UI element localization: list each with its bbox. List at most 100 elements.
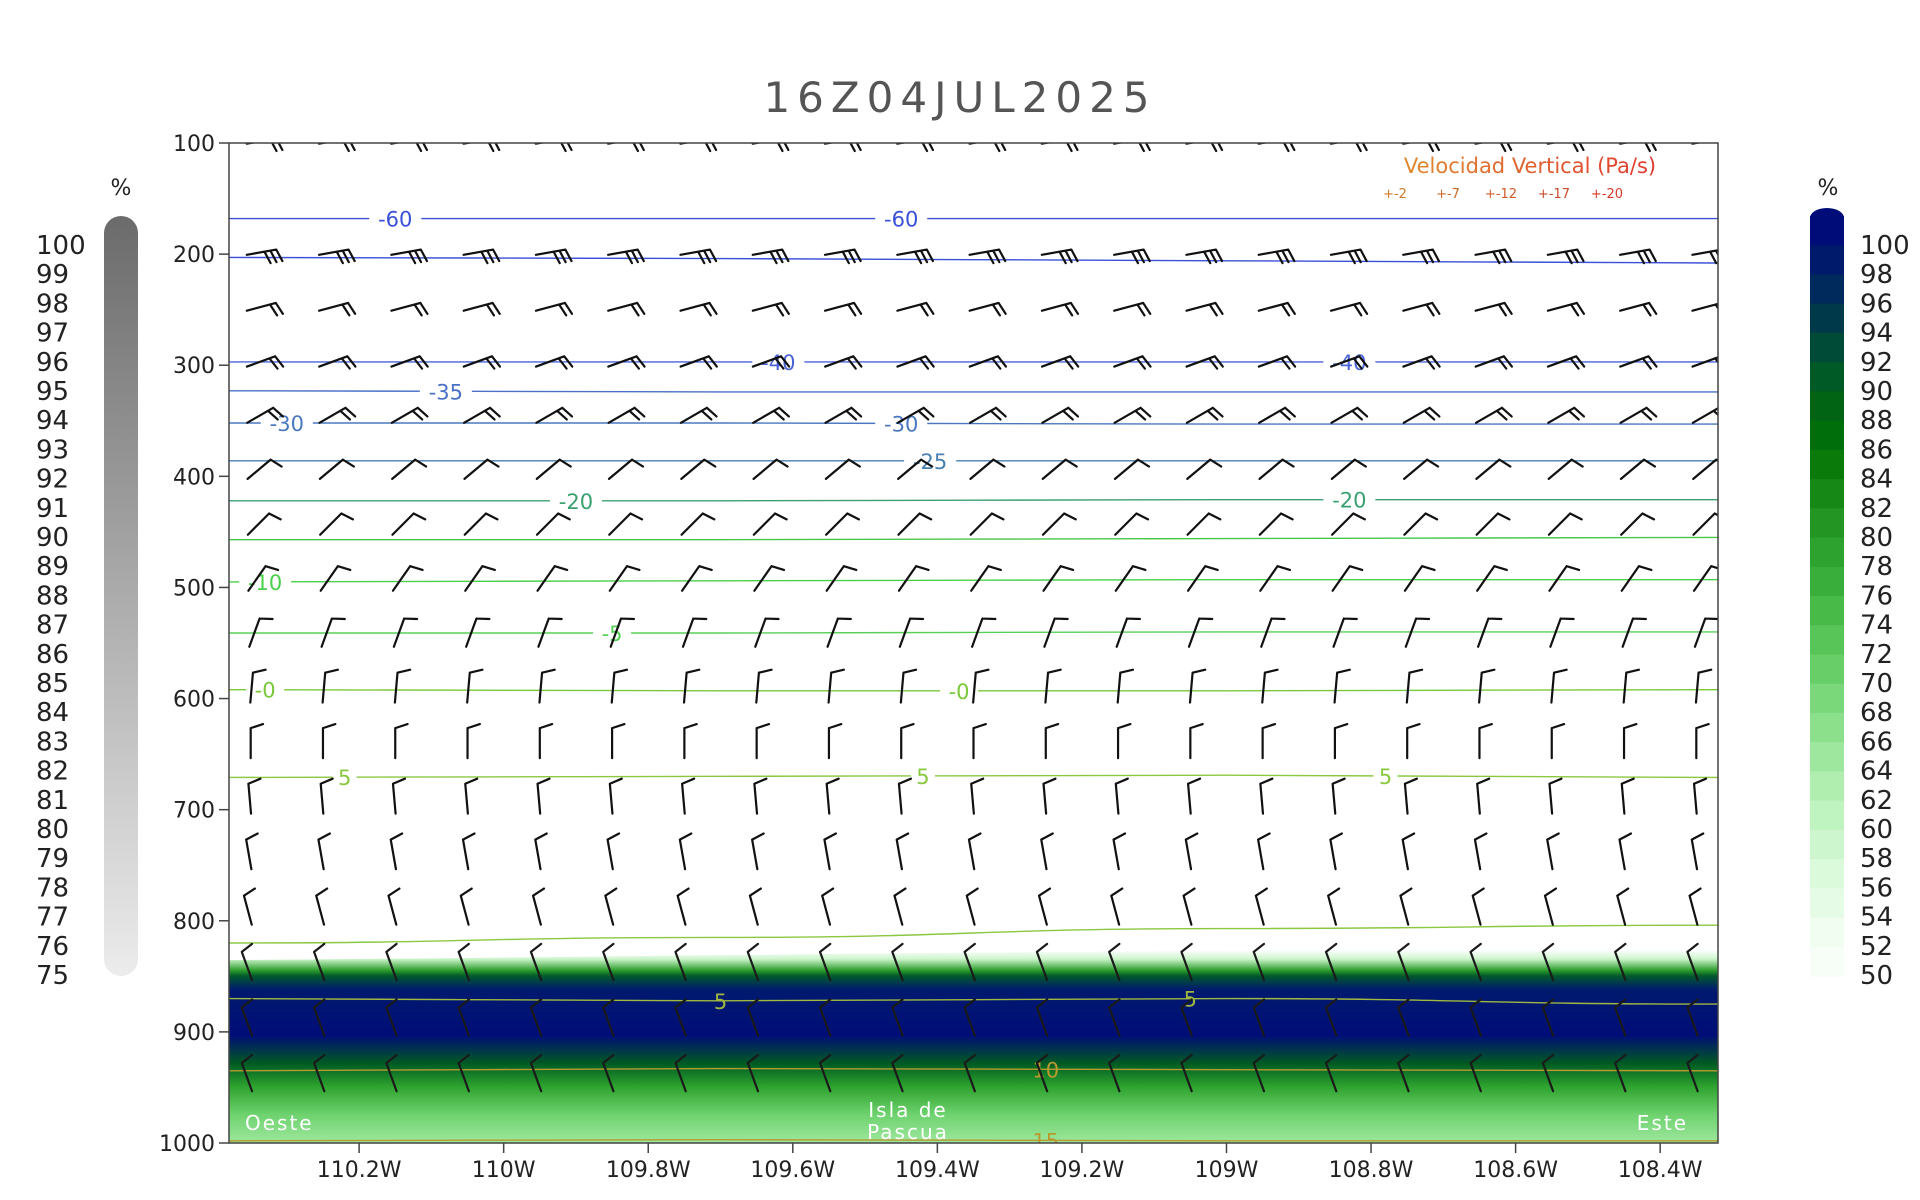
x-tick-label: 109.6W — [750, 1158, 835, 1183]
wind-barb — [824, 458, 861, 481]
y-tick-label: 300 — [173, 354, 215, 379]
wind-barb — [1474, 248, 1513, 265]
right-colorbar-band — [1810, 508, 1844, 539]
wind-barb — [1113, 301, 1152, 317]
left-colorbar-label: 84 — [36, 698, 69, 728]
wind-barb — [676, 887, 690, 926]
wind-barb — [602, 1053, 615, 1093]
wind-barb — [968, 355, 1008, 370]
wind-barb — [317, 248, 356, 265]
wind-barb — [1618, 832, 1633, 871]
wind-barb — [1333, 722, 1349, 760]
wind-barb — [1189, 722, 1204, 760]
wind-barb — [240, 1053, 254, 1093]
wind-barb — [1252, 998, 1266, 1037]
annotation-east: Este — [1637, 1111, 1688, 1135]
y-tick-label: 900 — [173, 1021, 215, 1046]
wind-barb — [457, 942, 470, 982]
wind-barb — [1622, 668, 1641, 704]
left-colorbar-label: 98 — [36, 289, 69, 319]
contour-label: 5 — [916, 765, 929, 789]
wind-barb — [317, 832, 332, 871]
wind-barb — [826, 617, 852, 648]
wind-barb — [971, 617, 997, 648]
temperature-contours: -60 -60-40 -40-35-30 -30-25-20 -20-10-5-0 -05… — [229, 206, 1718, 1153]
wind-barb — [537, 617, 563, 648]
wind-barb — [319, 512, 355, 536]
wind-barb — [1113, 248, 1151, 265]
wind-barb — [1405, 668, 1424, 704]
wind-barb — [1040, 248, 1079, 265]
right-colorbar-band — [1810, 479, 1844, 509]
wind-barb — [893, 887, 907, 926]
wind-barb — [1691, 249, 1718, 265]
wind-barb — [1184, 832, 1199, 871]
left-colorbar-label: 87 — [36, 611, 69, 641]
wind-barb — [1475, 458, 1512, 481]
wind-barb — [604, 887, 618, 926]
wind-barb — [1618, 143, 1657, 153]
wind-barb — [1620, 512, 1656, 536]
vertical-velocity-level: +-7 — [1436, 187, 1460, 202]
wind-barb — [1044, 668, 1062, 704]
y-tick-label: 200 — [173, 243, 215, 268]
wind-barb — [240, 942, 254, 982]
right-colorbar-band — [1810, 625, 1844, 656]
right-colorbar-label: 92 — [1860, 348, 1893, 378]
wind-barb — [318, 355, 357, 370]
contour-label-bg — [332, 765, 357, 790]
wind-barb — [1619, 301, 1658, 317]
wind-barb — [1330, 512, 1366, 536]
wind-barb — [1614, 998, 1627, 1037]
wind-barb — [1185, 406, 1224, 424]
wind-barb — [457, 1053, 470, 1093]
right-colorbar-label: 96 — [1860, 289, 1893, 319]
wind-barb — [463, 512, 499, 536]
wind-barb — [1474, 355, 1514, 370]
wind-barb — [1257, 143, 1296, 153]
wind-barb — [1401, 832, 1416, 871]
annotation-center-line1: Isla de — [868, 1098, 948, 1122]
x-tick-label: 108.4W — [1618, 1158, 1703, 1183]
wind-barb — [1402, 143, 1440, 153]
wind-barb — [1686, 1053, 1699, 1093]
right-colorbar-label: 98 — [1860, 260, 1893, 290]
right-colorbar-label: 90 — [1860, 377, 1893, 407]
left-colorbar-label: 97 — [36, 319, 69, 349]
wind-barb — [1691, 406, 1718, 424]
temperature-contour — [229, 536, 1718, 541]
wind-barb — [970, 777, 985, 815]
contour-label-bg — [260, 411, 313, 435]
wind-barb — [1546, 301, 1586, 317]
wind-barb — [972, 722, 987, 760]
wind-barb — [466, 722, 481, 760]
wind-barb — [824, 406, 863, 424]
right-colorbar-label: 52 — [1860, 932, 1893, 962]
right-colorbar-band — [1810, 420, 1844, 451]
wind-barb — [755, 668, 773, 704]
vertical-velocity-levels: +-2 +-7 +-12 +-17 +-20 — [1383, 187, 1623, 202]
wind-barb — [318, 301, 357, 317]
wind-barb — [755, 722, 771, 760]
contour-label: 10 — [1032, 1058, 1059, 1082]
wind-barb — [752, 512, 788, 536]
vertical-velocity-level: +-12 — [1485, 187, 1517, 202]
contour-label-bg — [1323, 487, 1376, 512]
wind-barb — [1693, 617, 1718, 648]
wind-barb — [1113, 458, 1151, 481]
contour-label: 15 — [1032, 1129, 1059, 1153]
contour-label: 5 — [714, 990, 727, 1014]
right-colorbar-band — [1810, 712, 1844, 743]
wind-barb — [321, 722, 337, 760]
wind-barb — [1114, 777, 1129, 815]
wind-barb — [1042, 777, 1057, 815]
wind-barb — [818, 942, 832, 982]
wind-barb — [1110, 887, 1124, 926]
wind-barb — [534, 355, 574, 370]
wind-barb — [891, 1053, 904, 1093]
wind-barb — [681, 617, 708, 648]
wind-barb — [679, 301, 718, 317]
y-tick-label: 600 — [173, 688, 215, 713]
wind-barb — [535, 512, 571, 536]
wind-barb — [1252, 942, 1266, 982]
